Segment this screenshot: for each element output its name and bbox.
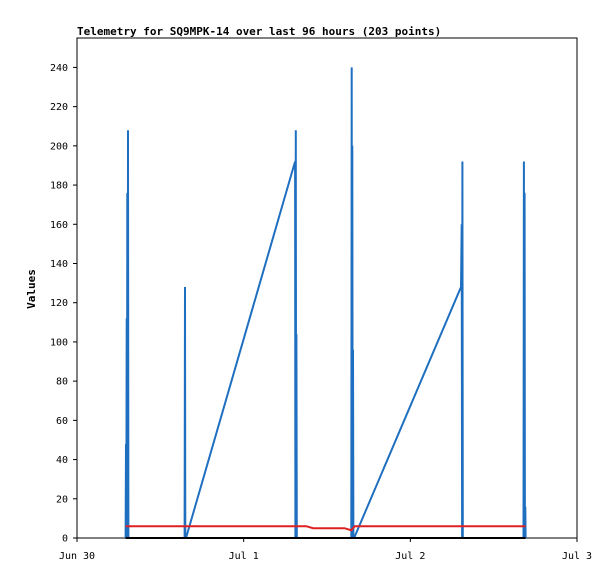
- y-tick-label: 140: [50, 259, 68, 270]
- x-axis: Jun 30 Jul 1 Jul 2 Jul 3: [59, 538, 592, 562]
- y-tick-label: 40: [56, 455, 68, 466]
- series-line-1: [125, 525, 526, 532]
- series-line-0: [124, 67, 527, 539]
- y-axis-label: Values: [25, 269, 38, 309]
- x-tick-label: Jun 30: [59, 551, 95, 562]
- plot-frame: [76, 37, 578, 539]
- y-tick-label: 220: [50, 102, 68, 113]
- chart-title: Telemetry for SQ9MPK-14 over last 96 hou…: [77, 25, 441, 38]
- y-tick-label: 240: [50, 63, 68, 74]
- y-tick-label: 180: [50, 181, 68, 192]
- x-tick-label: Jul 3: [562, 551, 592, 562]
- y-tick-label: 200: [50, 141, 68, 152]
- x-tick-label: Jul 1: [229, 551, 259, 562]
- y-tick-label: 20: [56, 494, 68, 505]
- y-tick-label: 120: [50, 298, 68, 309]
- y-tick-label: 80: [56, 377, 68, 388]
- y-axis: 0 20 40 60 80 100 120 140 160 180 200 220 240: [50, 63, 77, 545]
- x-tick-label: Jul 2: [395, 551, 425, 562]
- y-tick-label: 100: [50, 337, 68, 348]
- y-tick-label: 160: [50, 220, 68, 231]
- y-tick-label: 0: [62, 534, 68, 545]
- y-tick-label: 60: [56, 416, 68, 427]
- series-group: [124, 67, 527, 539]
